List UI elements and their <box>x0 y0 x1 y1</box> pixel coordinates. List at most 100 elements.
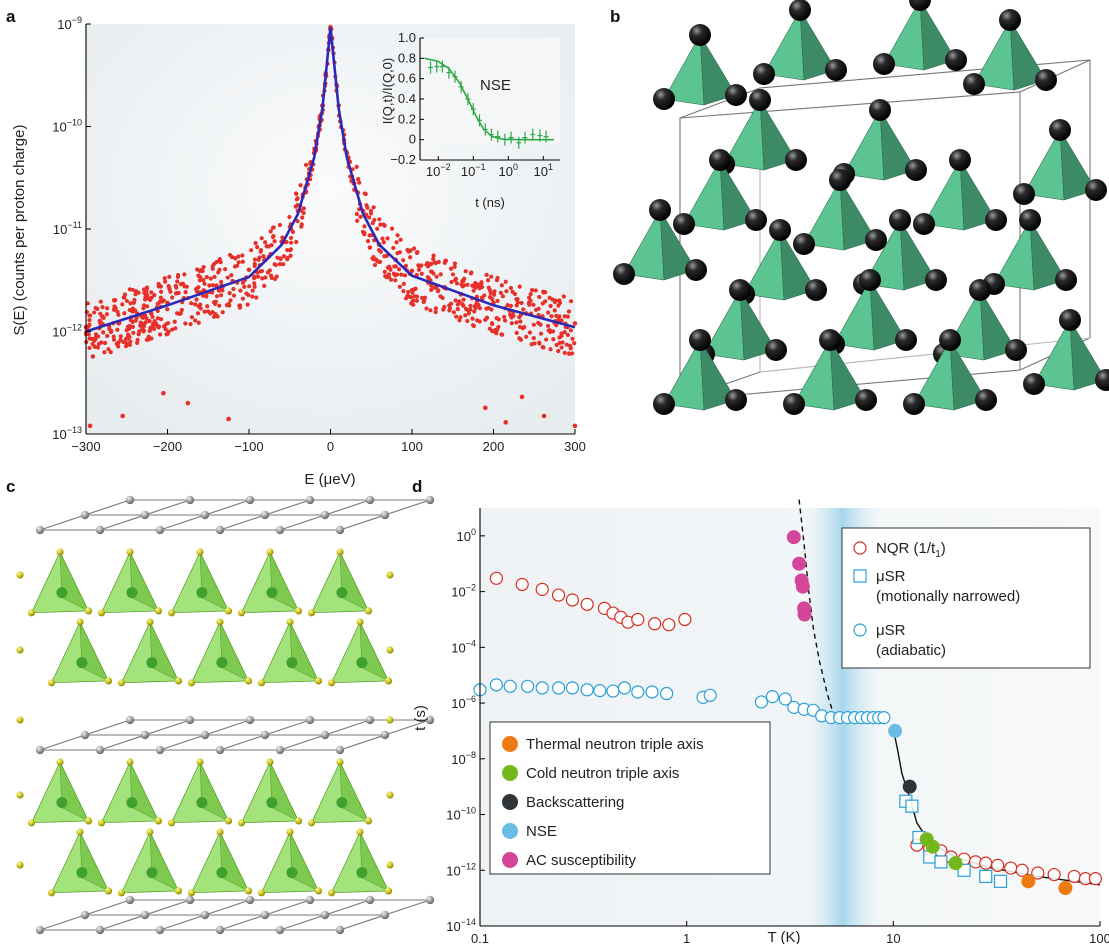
panel-a-point <box>213 299 218 304</box>
panel-a-point <box>93 332 99 337</box>
tetrahedron <box>97 758 163 827</box>
panel-d-point <box>503 679 517 693</box>
atom <box>949 149 971 171</box>
legend-label: NSE <box>526 823 557 840</box>
panel-a-point <box>144 316 149 321</box>
panel-a-point <box>147 319 152 324</box>
panel-a-inset-y-tick-label: 0.4 <box>398 91 416 106</box>
atom <box>146 867 158 879</box>
atom <box>386 861 394 869</box>
atom <box>16 791 24 799</box>
panel-a-point <box>197 269 202 274</box>
panel-a-point <box>362 224 367 229</box>
panel-a-point <box>195 311 201 316</box>
atom <box>1049 119 1071 141</box>
panel-a-point <box>514 303 519 308</box>
atom <box>365 895 375 905</box>
atom <box>320 730 330 740</box>
panel-a-inset-y-tick-label: 0.8 <box>398 50 416 65</box>
panel-a-point <box>201 264 206 270</box>
panel-a-point <box>150 314 155 319</box>
panel-a-point <box>389 226 395 231</box>
panel-d-axes: 0.1 1 10 100 10−14 10−12 10−10 10−8 10−6 10−4 10−2… <box>446 508 1109 944</box>
atom <box>294 817 303 825</box>
panel-a-point <box>499 283 504 288</box>
panel-a-point <box>299 222 304 227</box>
panel-a-point <box>104 312 109 317</box>
tetrahedron <box>733 219 827 305</box>
atom <box>729 279 751 301</box>
panel-a-point <box>259 268 265 274</box>
atom <box>1019 209 1041 231</box>
atom <box>364 817 373 825</box>
atom <box>104 887 113 895</box>
panel-a-point <box>419 271 424 276</box>
panel-a-point <box>429 287 434 292</box>
panel-d-point <box>948 856 963 871</box>
panel-a-point <box>375 226 380 231</box>
panel-a-point <box>479 280 484 285</box>
panel-a-point <box>182 272 187 277</box>
legend-label: (adiabatic) <box>876 642 946 659</box>
panel-a-point <box>194 297 199 302</box>
panel-a-inset-x-tick-label: 100 <box>499 162 518 179</box>
panel-a-point <box>226 416 231 422</box>
panel-a-point <box>380 236 385 241</box>
panel-d-point <box>1031 866 1045 880</box>
atom <box>335 525 345 535</box>
panel-a-point <box>101 330 106 335</box>
panel-a-point <box>416 263 421 268</box>
atom <box>1055 269 1077 291</box>
panel-a-point <box>487 295 493 300</box>
panel-a-point <box>154 323 159 328</box>
panel-d-point <box>877 711 891 725</box>
panel-a-point <box>166 283 171 289</box>
panel-a-point <box>401 258 406 263</box>
panel-a-point <box>435 289 441 294</box>
tetrahedron <box>47 828 113 897</box>
panel-d-point <box>565 593 580 607</box>
atom <box>117 679 126 687</box>
atom <box>224 607 233 615</box>
panel-a-point <box>112 304 117 309</box>
panel-a-point <box>141 287 147 292</box>
panel-a-point <box>173 326 178 331</box>
panel-a-point <box>122 311 127 316</box>
panel-a-point <box>412 246 417 251</box>
tetrahedron <box>187 618 253 687</box>
legend-label: μSR <box>876 568 906 585</box>
panel-a-point <box>434 274 439 279</box>
panel-a-point <box>115 327 120 332</box>
panel-a-point <box>471 288 476 293</box>
panel-a-point <box>124 298 130 304</box>
atom <box>76 867 88 879</box>
atom <box>945 49 967 71</box>
atom <box>76 618 84 626</box>
panel-a-point <box>155 316 161 321</box>
panel-a-point <box>166 329 171 334</box>
panel-a-point <box>496 317 501 322</box>
panel-a-point <box>368 208 374 213</box>
panel-a-inset-title: NSE <box>480 77 511 94</box>
legend-label: μSR <box>876 622 906 639</box>
panel-b-crystal-structure <box>613 0 1109 415</box>
panel-a-x-tick-label: 300 <box>564 439 586 454</box>
panel-d-point <box>515 577 529 592</box>
atom <box>275 745 285 755</box>
panel-a-point <box>489 274 494 279</box>
atom <box>16 716 24 724</box>
square-net <box>35 715 435 755</box>
panel-a-point <box>492 329 497 334</box>
tetrahedron <box>117 828 183 897</box>
atom <box>126 587 138 599</box>
atom <box>386 571 394 579</box>
panel-a-point <box>246 267 252 273</box>
panel-a-point <box>177 311 182 317</box>
panel-a-point <box>559 345 564 350</box>
panel-a-point <box>514 320 519 325</box>
panel-a-point <box>492 289 497 294</box>
panel-a-point <box>149 290 154 295</box>
square-net <box>35 495 435 535</box>
panel-d-point <box>786 530 801 545</box>
panel-a-point <box>208 311 213 316</box>
